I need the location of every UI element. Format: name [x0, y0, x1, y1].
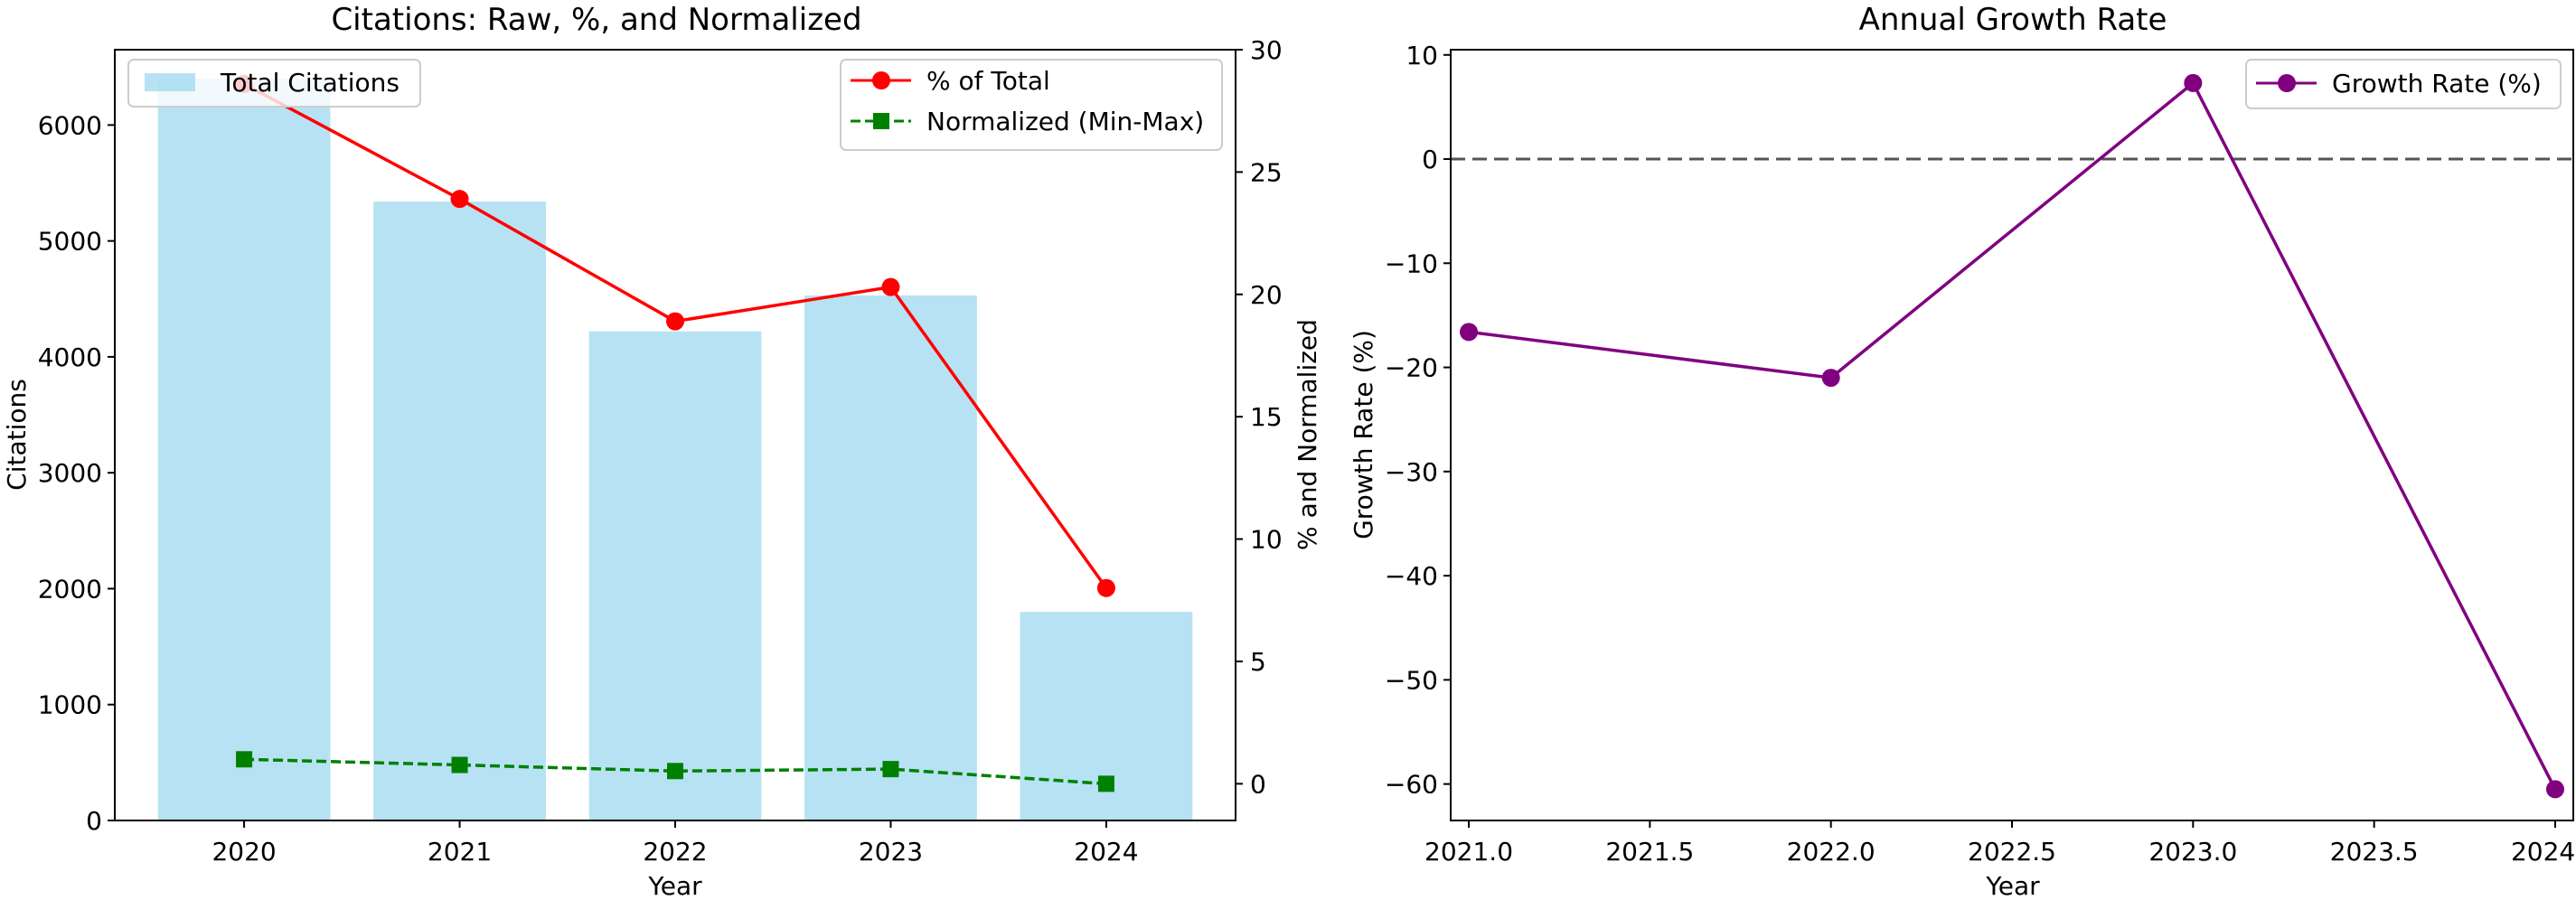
bar-total-citations-2021 — [373, 202, 546, 820]
y-tick-label: 5000 — [38, 227, 102, 257]
y-tick-label: 2000 — [38, 574, 102, 604]
y-tick-label: −10 — [1385, 248, 1438, 278]
legend-label-growth-rate: Growth Rate (%) — [2332, 69, 2542, 98]
legend-swatch-total-citations — [145, 73, 195, 91]
x-tick-label: 2023 — [859, 837, 923, 867]
point-growth-rate-2024 — [2545, 780, 2564, 799]
x-tick-label: 2024.0 — [2511, 837, 2576, 867]
x-tick-label: 2021.5 — [1605, 837, 1694, 867]
point-normalized-2020 — [236, 751, 253, 768]
citations-y2-ticks: 0 5 10 15 20 25 30 — [1236, 35, 1283, 799]
y-tick-label: 6000 — [38, 110, 102, 140]
point-pct-total-2022 — [666, 312, 684, 331]
x-tick-label: 2023.0 — [2148, 837, 2237, 867]
line-growth-rate — [1468, 80, 2557, 791]
citations-y-ticks: 0 1000 2000 3000 4000 5000 6000 — [38, 110, 115, 836]
legend-frame — [840, 59, 1223, 151]
x-tick-label: 2022 — [643, 837, 707, 867]
y-tick-label: −20 — [1385, 353, 1438, 383]
legend-marker-normalized — [873, 113, 889, 129]
point-normalized-2021 — [451, 756, 468, 773]
growth-x-ticks: 2021.0 2021.5 2022.0 2022.5 2023.0 2023.5 2024… — [1424, 820, 2576, 867]
growth-rate-lines — [1460, 73, 2564, 799]
citations-legend-bars: Total Citations — [127, 59, 421, 108]
point-pct-total-2024 — [1096, 578, 1115, 597]
y2-tick-label: 0 — [1250, 769, 1266, 799]
citations-chart: Citations: Raw, %, and Normalized 2020 20… — [2, 2, 1322, 900]
bar-total-citations-2023 — [804, 295, 977, 820]
bar-total-citations-2020 — [157, 79, 331, 820]
growth-legend: Growth Rate (%) — [2245, 59, 2562, 109]
legend-label-normalized: Normalized (Min-Max) — [926, 107, 1204, 136]
legend-label-pct-total: % of Total — [926, 66, 1050, 96]
y-tick-label: −40 — [1385, 561, 1438, 591]
y2-tick-label: 10 — [1250, 525, 1283, 555]
y2-tick-label: 5 — [1250, 647, 1266, 677]
legend-marker-pct-total — [872, 71, 890, 89]
point-normalized-2022 — [667, 763, 683, 780]
x-tick-label: 2020 — [212, 837, 276, 867]
x-tick-label: 2022.5 — [1968, 837, 2056, 867]
y-tick-label: 0 — [86, 806, 102, 836]
y-tick-label: 1000 — [38, 690, 102, 720]
y-tick-label: −60 — [1385, 770, 1438, 800]
citations-chart-title: Citations: Raw, %, and Normalized — [331, 2, 861, 38]
y-tick-label: −30 — [1385, 457, 1438, 487]
x-tick-label: 2021.0 — [1424, 837, 1513, 867]
point-pct-total-2021 — [450, 190, 469, 209]
y-tick-label: 0 — [1422, 145, 1438, 174]
y-tick-label: −50 — [1385, 665, 1438, 695]
growth-rate-chart: Annual Growth Rate 2021.0 2021.5 2022.0 202… — [1349, 2, 2576, 900]
citations-y-axis-label: Citations — [2, 379, 32, 491]
x-tick-label: 2024 — [1074, 837, 1138, 867]
legend-label-total-citations: Total Citations — [220, 68, 400, 98]
y-tick-label: 10 — [1406, 41, 1438, 70]
y2-tick-label: 15 — [1250, 402, 1283, 432]
legend-marker-growth-rate — [2278, 74, 2296, 92]
x-tick-label: 2021 — [428, 837, 492, 867]
growth-x-axis-label: Year — [1985, 871, 2040, 900]
citations-bars — [157, 79, 1193, 820]
y2-tick-label: 30 — [1250, 35, 1283, 65]
x-tick-label: 2023.5 — [2330, 837, 2419, 867]
point-normalized-2023 — [882, 761, 899, 778]
citations-legend-lines: % of Total Normalized (Min-Max) — [840, 59, 1223, 151]
growth-y-ticks: −60 −50 −40 −30 −20 −10 0 10 — [1385, 41, 1451, 800]
citations-x-ticks: 2020 2021 2022 2023 2024 — [212, 820, 1139, 867]
y2-tick-label: 20 — [1250, 280, 1283, 310]
point-pct-total-2023 — [881, 277, 900, 296]
growth-y-axis-label: Growth Rate (%) — [1349, 330, 1378, 539]
citations-y2-axis-label: % and Normalized — [1293, 319, 1322, 550]
growth-rate-chart-title: Annual Growth Rate — [1859, 2, 2167, 38]
citations-x-axis-label: Year — [647, 871, 702, 900]
y-tick-label: 4000 — [38, 342, 102, 372]
point-growth-rate-2021 — [1460, 323, 1479, 342]
x-tick-label: 2022.0 — [1787, 837, 1876, 867]
legend-frame — [2245, 59, 2562, 109]
point-growth-rate-2023 — [2184, 73, 2203, 92]
y-tick-label: 3000 — [38, 458, 102, 488]
bar-total-citations-2022 — [588, 331, 762, 820]
point-normalized-2024 — [1097, 775, 1114, 792]
legend-frame — [127, 59, 421, 108]
y2-tick-label: 25 — [1250, 157, 1283, 187]
point-growth-rate-2022 — [1821, 369, 1840, 388]
